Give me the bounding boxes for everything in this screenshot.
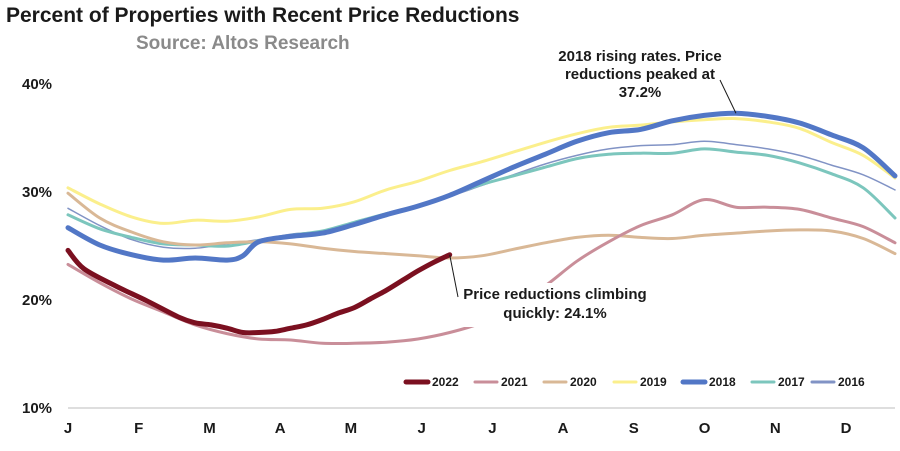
annotation-1-text: 37.2% — [619, 84, 662, 101]
legend-label-2020: 2020 — [570, 375, 597, 389]
x-tick-label: J — [417, 420, 425, 437]
x-tick-label: F — [134, 420, 143, 437]
annotation-2-box — [455, 283, 665, 327]
chart-title: Percent of Properties with Recent Price … — [6, 4, 520, 27]
x-tick-label: J — [488, 420, 496, 437]
annotation-1-text: 2018 rising rates. Price — [558, 48, 721, 65]
legend: 2022 2021 2020 2019 2018 2017 2016 — [403, 375, 865, 389]
x-tick-label: O — [699, 420, 711, 437]
legend-label-2018: 2018 — [709, 375, 736, 389]
x-tick-label: A — [558, 420, 569, 437]
series-line-2022 — [65, 247, 453, 336]
y-tick-label: 40% — [22, 76, 52, 93]
x-tick-label: M — [203, 420, 216, 437]
series-line-2019 — [66, 117, 897, 225]
series-line-2020 — [66, 191, 897, 260]
x-tick-label: M — [345, 420, 358, 437]
legend-label-2019: 2019 — [640, 375, 667, 389]
x-tick-label: J — [64, 420, 72, 437]
series-lines — [65, 110, 898, 346]
x-tick-label: S — [629, 420, 639, 437]
annotation-1-leader — [719, 79, 737, 114]
legend-label-2017: 2017 — [778, 375, 805, 389]
x-tick-label: N — [770, 420, 781, 437]
y-tick-label: 20% — [22, 292, 52, 309]
x-tick-label: A — [275, 420, 286, 437]
y-tick-label: 30% — [22, 184, 52, 201]
annotation-2-leader — [449, 254, 459, 298]
axis-layer: 40% 30% 20% 10% J F M A M J J A S O N D — [22, 76, 895, 437]
annotation-2-text: quickly: 24.1% — [503, 305, 606, 322]
annotation-1-text: reductions peaked at — [565, 66, 715, 83]
series-line-2018 — [65, 110, 898, 263]
y-tick-label: 10% — [22, 400, 52, 417]
annotation-2-text: Price reductions climbing — [463, 286, 646, 303]
legend-label-2021: 2021 — [501, 375, 528, 389]
annotation-1-box — [556, 44, 722, 106]
x-tick-label: D — [841, 420, 852, 437]
chart-subtitle: Source: Altos Research — [136, 33, 350, 54]
legend-label-2016: 2016 — [838, 375, 865, 389]
legend-label-2022: 2022 — [432, 375, 459, 389]
